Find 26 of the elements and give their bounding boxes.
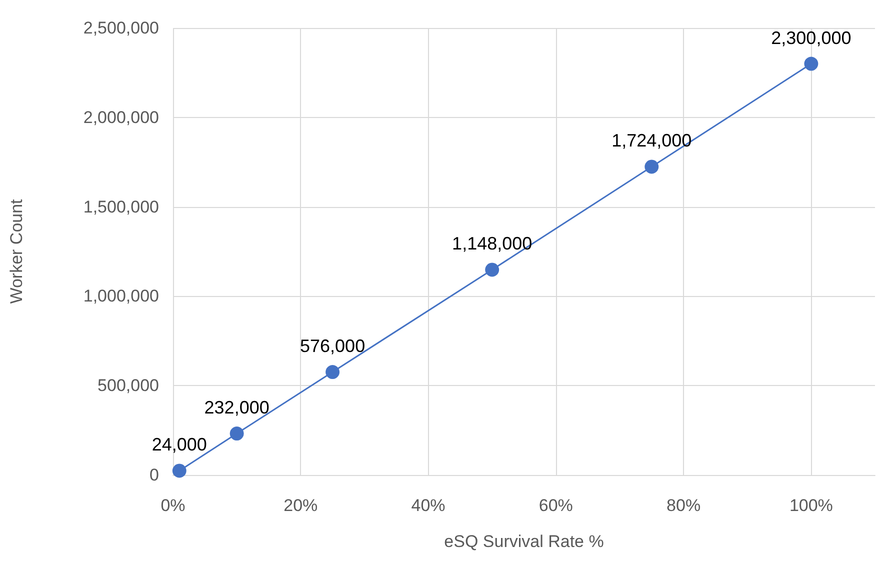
data-label: 232,000 — [204, 398, 270, 418]
y-tick-label: 1,500,000 — [83, 197, 159, 216]
x-tick-label: 20% — [284, 496, 318, 515]
point — [485, 262, 500, 277]
point — [230, 426, 244, 441]
y-tick-label: 2,000,000 — [83, 108, 159, 127]
y-axis-title: Worker Count — [7, 198, 26, 304]
x-tick-label: 0% — [160, 496, 186, 515]
data-label: 576,000 — [300, 336, 366, 356]
x-tick-label: 60% — [538, 496, 573, 515]
y-tick-label: 2,500,000 — [83, 18, 159, 38]
y-tick-label: 1,000,000 — [83, 286, 159, 306]
point — [644, 160, 659, 174]
data-label: 2,300,000 — [771, 28, 852, 48]
y-tick-label: 500,000 — [98, 376, 159, 396]
x-tick-label: 40% — [411, 496, 446, 515]
data-label: 24,000 — [152, 434, 207, 455]
point — [804, 56, 818, 71]
x-tick-label: 100% — [789, 496, 833, 515]
data-label: 1,724,000 — [612, 130, 692, 151]
y-tick-label: 0 — [150, 466, 159, 484]
x-axis-title: eSQ Survival Rate % — [444, 532, 604, 551]
point — [172, 464, 186, 478]
point — [326, 365, 340, 380]
x-tick-label: 80% — [666, 496, 701, 515]
data-label: 1,148,000 — [452, 234, 532, 254]
